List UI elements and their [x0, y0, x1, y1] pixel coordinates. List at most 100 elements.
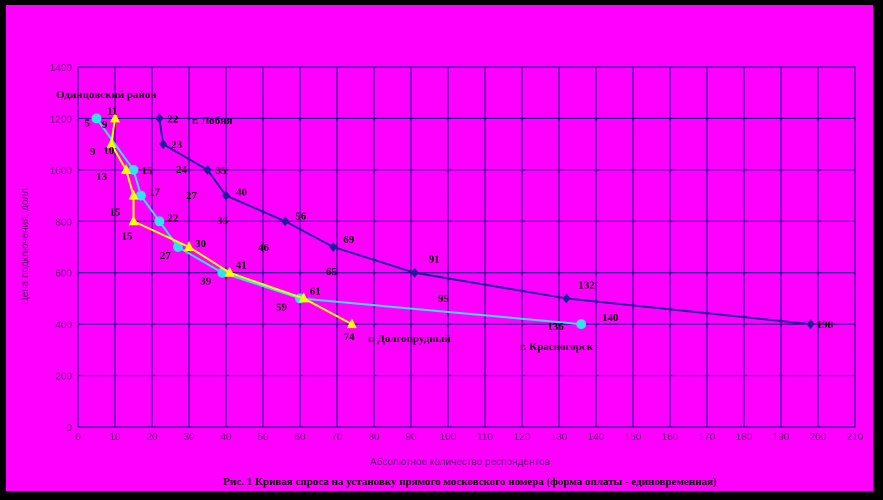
- series-3-point: [224, 266, 235, 277]
- series-1-point: [155, 113, 164, 124]
- data-label: 69: [343, 234, 355, 246]
- data-label-extra: 27: [186, 190, 198, 202]
- data-label: 136: [547, 321, 564, 333]
- data-label: 74: [344, 331, 356, 343]
- y-tick-label: 0: [66, 423, 72, 434]
- data-label: 61: [310, 285, 321, 297]
- series-3-point: [106, 138, 117, 149]
- series-2-point: [154, 216, 165, 227]
- data-label-extra: 46: [258, 242, 270, 254]
- data-label: 30: [195, 238, 207, 250]
- series-3-point: [121, 163, 132, 174]
- figure-caption: Рис. 1 Кривая спроса на установку прямог…: [223, 476, 717, 488]
- data-label: 59: [276, 301, 288, 313]
- series-1-point: [410, 267, 419, 278]
- data-label-extra: 9: [90, 146, 96, 158]
- x-tick-label: 20: [146, 432, 158, 443]
- data-label-extra: 9: [102, 119, 108, 131]
- series-2-point: [135, 190, 146, 201]
- x-tick-label: 60: [294, 432, 306, 443]
- x-tick-label: 10: [109, 432, 121, 443]
- x-tick-label: 190: [773, 432, 790, 443]
- data-label-extra: 140: [602, 312, 619, 324]
- data-label: 56: [295, 210, 307, 222]
- series-1-point: [806, 319, 815, 330]
- data-label: 13: [96, 171, 108, 183]
- region-annotation: г. Лобня: [192, 115, 233, 127]
- y-tick-label: 200: [55, 372, 72, 383]
- x-tick-label: 180: [736, 432, 753, 443]
- region-annotation: г. Красногорск: [520, 341, 594, 353]
- x-tick-label: 80: [368, 432, 380, 443]
- y-tick-label: 1200: [50, 114, 73, 125]
- data-label: 15: [142, 165, 154, 177]
- data-label: 27: [160, 250, 172, 262]
- x-tick-label: 100: [440, 432, 457, 443]
- data-label-extra: 24: [176, 164, 188, 176]
- series-1-point: [203, 164, 212, 175]
- x-tick-label: 170: [699, 432, 716, 443]
- data-label: 15: [122, 230, 134, 242]
- data-label: 35: [216, 165, 228, 177]
- x-tick-label: 0: [75, 432, 81, 443]
- data-label-extra: 95: [438, 293, 450, 305]
- data-label: 17: [149, 187, 161, 199]
- data-label: 5: [85, 117, 91, 129]
- series-3-point: [346, 318, 357, 329]
- series-1-point: [281, 216, 290, 227]
- x-tick-label: 120: [514, 432, 531, 443]
- series-group: [91, 112, 815, 330]
- x-tick-label: 110: [477, 432, 493, 443]
- annotations: Одинцовский район г. Лобня г. Долгопрудный…: [56, 89, 594, 353]
- x-tick-label: 150: [625, 432, 642, 443]
- series-3-point: [184, 241, 194, 251]
- data-label-extra: 35: [217, 215, 229, 227]
- region-annotation: г. Долгопрудный: [368, 333, 451, 345]
- data-label: 40: [236, 187, 248, 199]
- data-label: 41: [236, 260, 247, 272]
- data-label: 23: [171, 139, 183, 151]
- series-3-point: [128, 189, 139, 200]
- data-label: 22: [167, 113, 179, 125]
- x-axis-title: Абсолютное количество респондентов: [370, 456, 550, 468]
- x-tick-label: 90: [405, 432, 417, 443]
- series-2-point: [172, 242, 183, 252]
- series-1-point: [159, 139, 168, 150]
- series-3-point: [128, 215, 139, 226]
- y-axis-title: Цена подключения, долл.: [20, 185, 31, 305]
- x-tick-label: 200: [810, 432, 827, 443]
- y-tick-label: 1000: [50, 166, 73, 177]
- x-tick-label: 210: [847, 432, 864, 443]
- x-axis-ticks: 0 10 20 30 40 50 60 70 80 90 100 110 120 130 140 150 160…: [75, 432, 864, 443]
- data-label: 132: [578, 279, 595, 291]
- series-1-point: [329, 242, 338, 252]
- x-tick-label: 40: [220, 432, 232, 443]
- point-labels: 22 23 35 40 56 69 91 132 198 5 15 17 22 27 39 59 136 11 10…: [85, 105, 834, 343]
- y-tick-label: 800: [55, 217, 72, 228]
- data-label-extra: 65: [326, 266, 338, 278]
- y-tick-label: 1400: [50, 63, 73, 74]
- x-tick-label: 30: [183, 432, 195, 443]
- data-label: 15: [110, 207, 122, 219]
- x-tick-label: 50: [257, 432, 269, 443]
- y-tick-label: 400: [55, 320, 72, 331]
- data-label: 10: [103, 145, 115, 157]
- data-label: 22: [167, 212, 179, 224]
- region-annotation: Одинцовский район: [56, 89, 157, 101]
- series-3-point: [110, 112, 120, 123]
- plot-area: [77, 66, 856, 428]
- chart-panel: [6, 5, 873, 491]
- x-tick-label: 160: [662, 432, 679, 443]
- y-tick-label: 600: [55, 269, 72, 280]
- series-2-point: [128, 164, 139, 175]
- x-tick-label: 70: [331, 432, 343, 443]
- series-1-point: [222, 190, 230, 201]
- data-label: 91: [429, 254, 440, 266]
- series-2-point: [91, 113, 102, 124]
- series-1-point: [562, 293, 571, 304]
- data-label: 198: [817, 319, 834, 331]
- y-axis-ticks: 0 200 400 600 800 1000 1200 1400: [50, 63, 73, 434]
- x-tick-label: 140: [588, 432, 605, 443]
- series-2-point: [576, 319, 587, 330]
